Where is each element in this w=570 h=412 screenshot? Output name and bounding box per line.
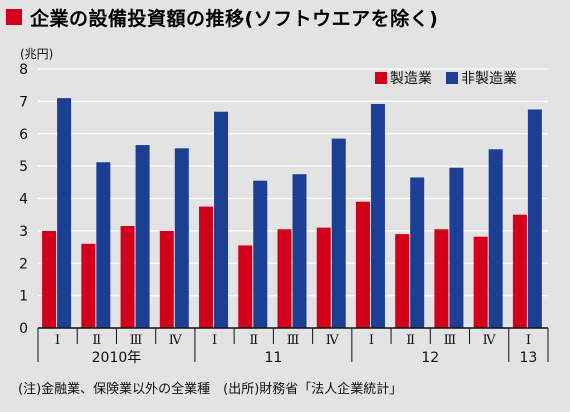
x-tick-label: Ⅲ [444,333,457,348]
y-unit-label: (兆円) [20,47,53,61]
bar-non-manufacturing [527,109,542,328]
bars [42,98,542,328]
bar-manufacturing [316,227,331,328]
legend-label: 非製造業 [461,71,517,87]
y-tick-label: 4 [19,192,28,208]
title-bar: 企業の設備投資額の推移(ソフトウエアを除く) [6,4,438,30]
x-tick-label: Ⅱ [92,333,101,348]
x-tick-label: Ⅳ [326,333,340,348]
bar-non-manufacturing [135,145,150,328]
title-marker [6,9,22,25]
bar-manufacturing [42,230,57,328]
y-tick-label: 8 [19,62,28,78]
x-tick-label: Ⅰ [212,333,217,348]
y-tick-label: 6 [19,127,28,143]
x-axis: Ⅰ Ⅱ Ⅲ Ⅳ Ⅰ Ⅱ Ⅲ Ⅳ Ⅰ Ⅱ Ⅲ Ⅳ Ⅰ 2010年 11 12 13 [37,327,549,366]
bar-manufacturing [395,234,410,328]
bar-non-manufacturing [214,111,229,328]
legend-label: 製造業 [390,71,432,87]
bar-manufacturing [277,229,292,328]
bar-non-manufacturing [449,167,464,328]
bar-non-manufacturing [253,180,268,328]
footnote: (注)金融業、保険業以外の全業種 (出所)財務省「法人企業統計」 [18,382,403,397]
x-tick-label: Ⅰ [526,333,531,348]
x-tick-label: Ⅲ [287,333,300,348]
x-tick-label: Ⅳ [169,333,183,348]
x-tick-label: Ⅳ [483,333,497,348]
bar-non-manufacturing [57,98,72,328]
x-tick-label: Ⅲ [130,333,143,348]
legend-swatch [446,72,458,84]
year-label: 12 [421,350,439,366]
bar-manufacturing [81,243,96,328]
year-label: 13 [519,350,537,366]
y-tick-label: 2 [19,256,28,272]
bar-manufacturing [355,201,370,328]
bar-manufacturing [238,245,253,328]
y-tick-label: 1 [19,289,28,305]
year-label: 11 [264,350,282,366]
bar-non-manufacturing [370,103,385,328]
bar-manufacturing [120,226,135,328]
bar-non-manufacturing [174,148,189,328]
y-tick-label: 7 [19,94,28,110]
y-tick-label: 0 [19,321,28,337]
bar-non-manufacturing [292,174,307,328]
year-label: 2010年 [92,350,142,366]
legend-swatch [375,72,387,84]
bar-non-manufacturing [331,138,346,328]
y-tick-label: 5 [19,159,28,175]
y-axis: 0 1 2 3 4 5 6 7 8(兆円) [19,47,53,337]
x-tick-label: Ⅱ [406,333,415,348]
bar-manufacturing [473,236,488,328]
bar-manufacturing [159,230,174,328]
chart-title: 企業の設備投資額の推移(ソフトウエアを除く) [30,7,439,30]
bar-non-manufacturing [410,177,425,328]
legend: 製造業 非製造業 [375,71,517,87]
bar-manufacturing [199,206,214,328]
bar-manufacturing [512,214,527,328]
bar-manufacturing [434,229,449,328]
bar-non-manufacturing [96,162,111,328]
x-tick-label: Ⅰ [55,333,60,348]
bar-non-manufacturing [488,149,503,328]
y-tick-label: 3 [19,224,28,240]
x-tick-label: Ⅰ [369,333,374,348]
x-tick-label: Ⅱ [249,333,258,348]
